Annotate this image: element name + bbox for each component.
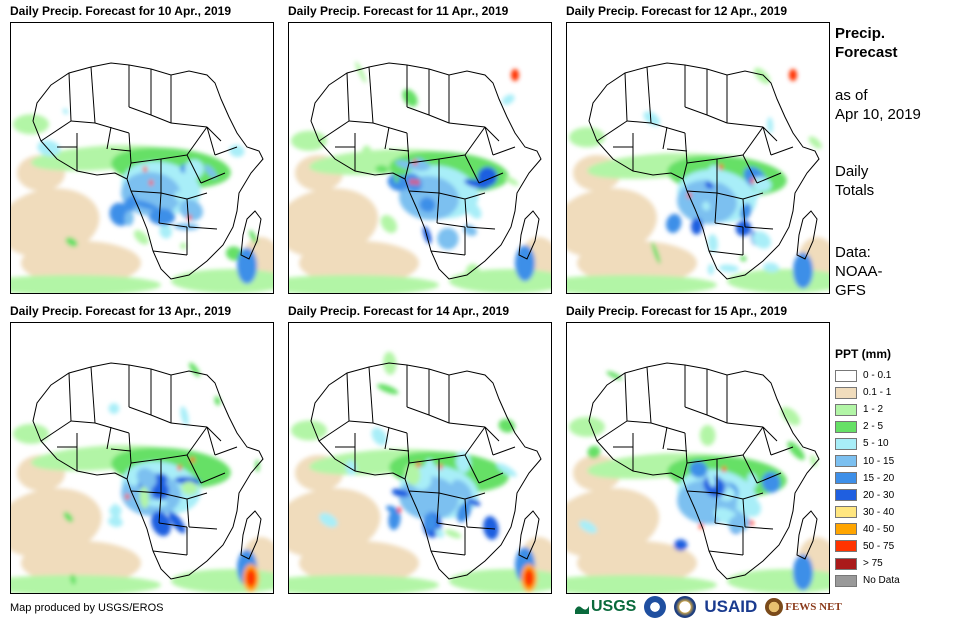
forecast-map bbox=[566, 322, 830, 594]
legend-swatch bbox=[835, 506, 857, 519]
panel-title: Daily Precip. Forecast for 15 Apr., 2019 bbox=[566, 304, 787, 318]
usaid-logo-text: USAID bbox=[704, 597, 758, 616]
legend-swatch bbox=[835, 386, 857, 399]
precip-map-svg bbox=[11, 62, 273, 293]
legend-label: 15 - 20 bbox=[863, 472, 895, 484]
usgs-logo: USGS bbox=[575, 598, 636, 616]
legend-item: 40 - 50 bbox=[835, 521, 900, 538]
legend-label: 20 - 30 bbox=[863, 489, 895, 501]
country-borders bbox=[32, 362, 264, 580]
precip-map-svg bbox=[567, 62, 829, 293]
as-of-line1: as of bbox=[835, 87, 868, 104]
precip-field bbox=[11, 362, 273, 593]
nasa-seal-icon bbox=[674, 596, 697, 618]
legend-label: 2 - 5 bbox=[863, 421, 884, 433]
precip-field bbox=[567, 67, 829, 293]
daily-line2: Totals bbox=[835, 182, 875, 199]
legend-item: 15 - 20 bbox=[835, 470, 900, 487]
fewsnet-logo: FEWS NET bbox=[765, 598, 842, 616]
precip-field bbox=[11, 108, 273, 293]
legend-label: 10 - 15 bbox=[863, 455, 895, 467]
country-borders bbox=[32, 62, 264, 280]
legend-swatch bbox=[835, 523, 857, 536]
as-of-date: Apr 10, 2019 bbox=[835, 106, 921, 123]
legend-swatch bbox=[835, 540, 857, 553]
data-source-text: Data: NOAA- GFS bbox=[835, 243, 955, 300]
legend-swatch bbox=[835, 574, 857, 587]
data-line3: GFS bbox=[835, 282, 866, 299]
legend-item: 2 - 5 bbox=[835, 418, 900, 435]
forecast-map bbox=[288, 22, 552, 294]
legend-label: > 75 bbox=[863, 558, 883, 570]
as-of-text: as of Apr 10, 2019 bbox=[835, 86, 955, 124]
usaid-logo: USAID bbox=[704, 597, 757, 617]
data-line1: Data: bbox=[835, 244, 871, 261]
precip-field bbox=[567, 371, 829, 593]
precip-field bbox=[289, 351, 551, 593]
precip-map-svg bbox=[567, 362, 829, 593]
credit-text: Map produced by USGS/EROS bbox=[10, 602, 164, 614]
legend-label: 50 - 75 bbox=[863, 540, 895, 552]
legend-item: 1 - 2 bbox=[835, 401, 900, 418]
panel-title: Daily Precip. Forecast for 11 Apr., 2019 bbox=[288, 4, 509, 18]
usgs-wave-icon bbox=[575, 606, 589, 614]
legend-swatch bbox=[835, 557, 857, 570]
legend-item: 20 - 30 bbox=[835, 487, 900, 504]
precip-field bbox=[289, 61, 551, 293]
data-line2: NOAA- bbox=[835, 263, 883, 280]
side-title-line1: Precip. bbox=[835, 25, 886, 42]
legend-label: 1 - 2 bbox=[863, 404, 884, 416]
legend-swatch bbox=[835, 403, 857, 416]
panel-title: Daily Precip. Forecast for 10 Apr., 2019 bbox=[10, 4, 231, 18]
legend-item: No Data bbox=[835, 572, 900, 589]
country-borders bbox=[588, 362, 820, 580]
legend-swatch bbox=[835, 437, 857, 450]
legend-item: > 75 bbox=[835, 555, 900, 572]
panel-title: Daily Precip. Forecast for 14 Apr., 2019 bbox=[288, 304, 509, 318]
precip-map-svg bbox=[289, 351, 551, 593]
daily-line1: Daily bbox=[835, 163, 869, 180]
country-borders bbox=[310, 62, 542, 280]
legend-item: 10 - 15 bbox=[835, 452, 900, 469]
country-borders bbox=[310, 362, 542, 580]
legend-label: 0 - 0.1 bbox=[863, 370, 892, 382]
forecast-map bbox=[288, 322, 552, 594]
legend-swatch bbox=[835, 489, 857, 502]
forecast-map bbox=[10, 22, 274, 294]
legend-swatch bbox=[835, 420, 857, 433]
legend-swatch bbox=[835, 472, 857, 485]
side-title-line2: Forecast bbox=[835, 44, 898, 61]
legend-label: 5 - 10 bbox=[863, 438, 889, 450]
forecast-map bbox=[566, 22, 830, 294]
panel-title: Daily Precip. Forecast for 12 Apr., 2019 bbox=[566, 4, 787, 18]
legend-label: 0.1 - 1 bbox=[863, 387, 892, 399]
legend-swatch bbox=[835, 455, 857, 468]
legend-item: 50 - 75 bbox=[835, 538, 900, 555]
daily-totals-text: Daily Totals bbox=[835, 162, 955, 200]
legend-swatch bbox=[835, 369, 857, 382]
legend-label: 40 - 50 bbox=[863, 523, 895, 535]
legend-label: No Data bbox=[863, 575, 900, 587]
legend-label: 30 - 40 bbox=[863, 506, 895, 518]
panel-title: Daily Precip. Forecast for 13 Apr., 2019 bbox=[10, 304, 231, 318]
legend-title: PPT (mm) bbox=[835, 347, 892, 361]
precip-map-svg bbox=[289, 61, 551, 293]
legend-item: 0.1 - 1 bbox=[835, 384, 900, 401]
legend-item: 0 - 0.1 bbox=[835, 367, 900, 384]
legend-item: 30 - 40 bbox=[835, 504, 900, 521]
fewsnet-globe-icon bbox=[765, 598, 784, 616]
legend: 0 - 0.1 0.1 - 1 1 - 2 2 - 5 5 - 10 10 - 15 15 … bbox=[835, 367, 900, 589]
fewsnet-logo-text: FEWS NET bbox=[785, 601, 842, 613]
side-title: Precip. Forecast bbox=[835, 24, 945, 62]
legend-item: 5 - 10 bbox=[835, 435, 900, 452]
noaa-logo bbox=[644, 596, 667, 618]
usgs-logo-text: USGS bbox=[591, 598, 637, 615]
country-borders bbox=[588, 62, 820, 280]
logo-strip: USGS USAID FEWS NET bbox=[575, 594, 842, 620]
forecast-map bbox=[10, 322, 274, 594]
precip-map-svg bbox=[11, 362, 273, 593]
